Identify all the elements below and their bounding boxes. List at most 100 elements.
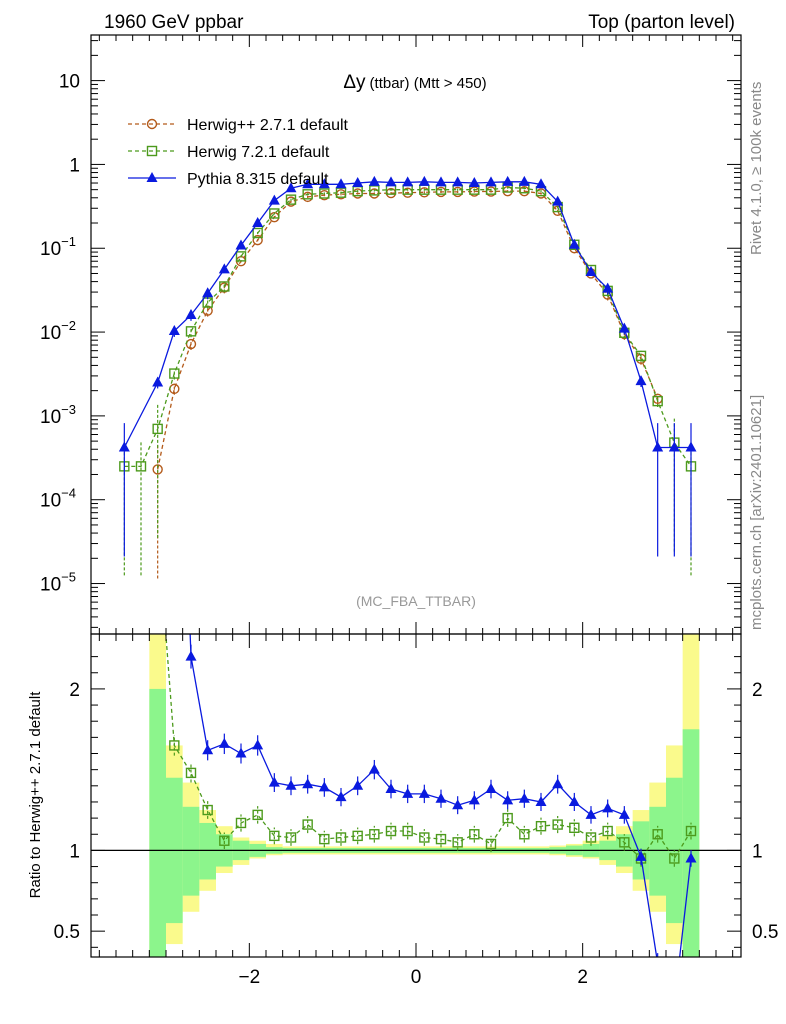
herwig-7-2-1-ratio-point xyxy=(219,835,230,846)
pythia-8-315-ratio-point xyxy=(552,778,564,789)
legend-marker-pythia-8-315 xyxy=(146,172,158,182)
ratio-band-green xyxy=(199,822,216,880)
herwig-7-2-1-point xyxy=(135,461,147,472)
ratio-band-green xyxy=(682,729,700,957)
herwig-7-2-1-ratio-point xyxy=(485,838,497,850)
tick-exponent: −2 xyxy=(61,318,76,333)
pythia-8-315-point xyxy=(252,217,264,228)
header-right-title: Top (parton level) xyxy=(588,12,735,33)
herwig-7-2-1-point xyxy=(635,350,647,362)
herwig-7-2-1-ratio-point xyxy=(619,837,630,848)
ratio-panel: 2 2 1 1 0.5 0.5 −2 0 2 Ratio to Herwig++ 2.7.1 d… xyxy=(27,215,778,988)
pythia-8-315-point xyxy=(335,178,347,189)
tick-base: 10 xyxy=(40,575,61,596)
pythia-8-315-point xyxy=(652,441,664,452)
pythia-8-315-point xyxy=(268,194,280,205)
herwig-7-2-1-ratio-point xyxy=(352,830,363,842)
pythia-8-315-point xyxy=(152,376,164,387)
pythia-8-315-ratio-point xyxy=(468,794,480,805)
pythia-8-315-ratio-point xyxy=(185,650,197,661)
pythia-8-315-point xyxy=(302,178,314,189)
herwig-7-2-1-point xyxy=(219,281,230,292)
herwig-7-2-1-point xyxy=(319,188,330,199)
herwig-7-2-1-ratio-point xyxy=(669,853,680,864)
main-y-tick-label: 10−4 xyxy=(40,486,76,512)
ratio-x-tick-label: 0 xyxy=(411,967,422,988)
legend-marker-herwig-7-2-1 xyxy=(146,145,158,157)
pythia-8-315-point xyxy=(235,239,247,250)
pythia-8-315-ratio-point xyxy=(435,792,447,803)
pythia-8-315-point xyxy=(635,375,647,386)
herwig-7-2-1-point xyxy=(235,251,247,262)
ratio-y-tick-label: 2 xyxy=(69,680,80,701)
herwig-7-2-1-ratio-point xyxy=(302,819,313,830)
herwigpp-2-7-1-line xyxy=(157,190,659,470)
pythia-8-315-point xyxy=(602,282,614,293)
herwig-7-2-1-line xyxy=(124,186,692,468)
herwig-7-2-1-ratio-point xyxy=(419,832,430,843)
pythia-8-315-ratio-point xyxy=(318,781,330,792)
legend-marker-herwigpp-2-7-1 xyxy=(146,118,158,130)
herwig-7-2-1-ratio-point xyxy=(335,832,347,843)
pythia-8-315-point xyxy=(502,175,514,186)
pythia-8-315-point xyxy=(535,178,547,189)
pythia-8-315-point xyxy=(185,308,197,319)
pythia-8-315-point xyxy=(618,322,630,333)
herwig-7-2-1-ratio-point xyxy=(235,817,247,829)
herwig-7-2-1-point xyxy=(169,368,180,379)
ratio-x-tick-label: 2 xyxy=(577,967,588,988)
pythia-8-315-point xyxy=(585,266,597,277)
main-y-tick-label: 10 xyxy=(59,72,80,93)
herwig-7-2-1-ratio-point xyxy=(252,809,263,821)
pythia-8-315-point xyxy=(168,324,180,335)
herwig-7-2-1-ratio-point xyxy=(285,832,297,843)
herwig-7-2-1-ratio-point xyxy=(452,837,463,848)
herwig-7-2-1-ratio-point xyxy=(569,822,580,833)
herwig-7-2-1-ratio-point xyxy=(435,833,447,845)
herwig-7-2-1-point xyxy=(269,208,280,219)
pythia-8-315-point xyxy=(402,176,414,187)
tick-exponent: −4 xyxy=(61,486,76,501)
pythia-8-315-point xyxy=(468,177,480,188)
pythia-8-315-ratio-point xyxy=(335,791,347,802)
pythia-8-315-ratio-point xyxy=(602,802,614,813)
pythia-8-315-point xyxy=(352,177,364,188)
pythia-8-315-point xyxy=(552,195,564,206)
pythia-8-315-ratio-point xyxy=(368,763,380,774)
herwig-7-2-1-point xyxy=(252,227,263,239)
pythia-8-315-ratio-point xyxy=(635,850,647,861)
pythia-8-315-ratio-point xyxy=(452,799,464,810)
ratio-y-tick-label-right: 1 xyxy=(752,841,763,862)
pythia-8-315-ratio-point xyxy=(402,787,414,798)
pythia-8-315-ratio-point xyxy=(652,957,663,967)
title-sub-part: (ttbar) (Mtt > 450) xyxy=(370,75,487,92)
main-y-tick-label: 10−1 xyxy=(40,234,76,260)
legend-label-herwig-7-2-1: Herwig 7.2.1 default xyxy=(187,144,330,161)
pythia-8-315-point xyxy=(568,238,580,249)
mcplots-reference-label: mcplots.cern.ch [arXiv:2401.10621] xyxy=(748,395,765,630)
herwig-7-2-1-ratio-point xyxy=(402,825,413,837)
main-y-tick-label: 10−2 xyxy=(40,318,76,344)
herwig-7-2-1-ratio-point xyxy=(269,830,280,842)
analysis-watermark: (MC_FBA_TTBAR) xyxy=(356,593,476,609)
pythia-8-315-ratio-point xyxy=(618,808,630,819)
pythia-8-315-point xyxy=(385,176,397,187)
pythia-8-315-ratio-point xyxy=(235,747,247,758)
pythia-8-315-ratio-point xyxy=(169,215,180,225)
pythia-8-315-ratio-point xyxy=(285,779,297,790)
pythia-8-315-point xyxy=(418,175,430,186)
pythia-8-315-ratio-point xyxy=(252,739,264,750)
herwig-7-2-1-ratio-point xyxy=(169,740,180,751)
ratio-y-tick-label: 0.5 xyxy=(54,922,80,943)
header-left-title: 1960 GeV ppbar xyxy=(104,12,244,33)
pythia-8-315-point xyxy=(318,178,330,189)
pythia-8-315-point xyxy=(668,441,680,452)
herwig-7-2-1-ratio-point xyxy=(185,767,197,779)
herwig-7-2-1-ratio-point xyxy=(519,829,530,840)
pythia-8-315-ratio-point xyxy=(268,776,280,787)
ratio-y-axis-label: Ratio to Herwig++ 2.7.1 default xyxy=(27,691,44,899)
pythia-8-315-ratio-point xyxy=(568,795,580,806)
herwig-7-2-1-point xyxy=(369,185,380,196)
herwig-7-2-1-ratio-point xyxy=(202,804,213,816)
